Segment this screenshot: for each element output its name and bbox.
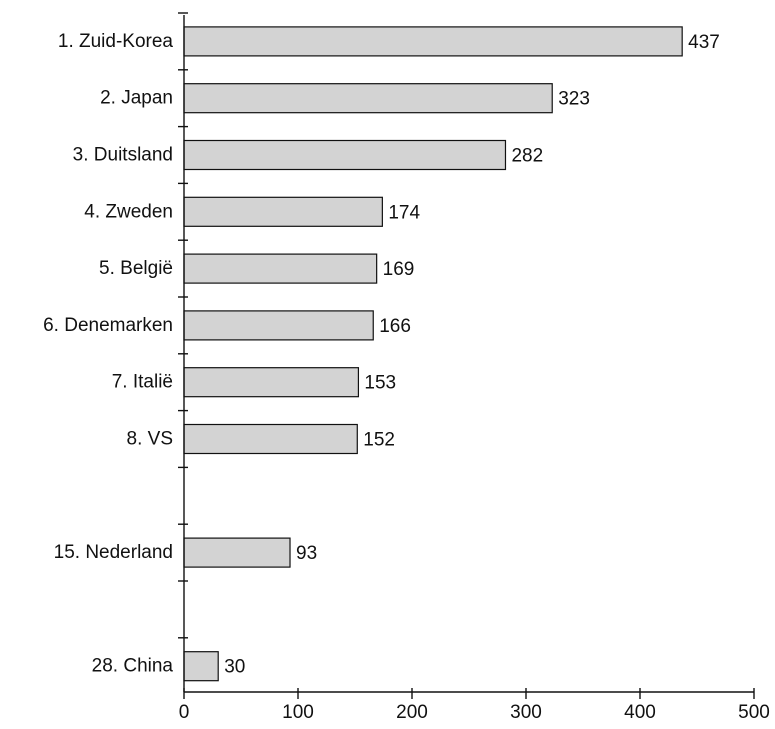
value-label: 323: [558, 89, 590, 110]
x-tick-label: 200: [396, 702, 428, 723]
category-label: 2. Japan: [100, 88, 173, 109]
category-label: 1. Zuid-Korea: [58, 31, 174, 52]
x-tick-label: 300: [510, 702, 542, 723]
x-tick-label: 100: [282, 702, 314, 723]
bar: [183, 367, 360, 398]
x-tick-label: 0: [179, 702, 190, 723]
category-label: 8. VS: [127, 429, 173, 450]
bar: [183, 139, 507, 171]
x-tick-label: 400: [624, 702, 656, 723]
value-label: 174: [388, 202, 420, 223]
bar: [183, 651, 219, 682]
value-label: 169: [383, 259, 415, 280]
value-label: 152: [363, 430, 395, 451]
bar: [183, 253, 378, 284]
value-label: 153: [364, 373, 396, 394]
category-label: 6. Denemarken: [43, 315, 173, 336]
category-label: 5. België: [99, 258, 173, 279]
value-label: 282: [511, 146, 543, 167]
value-label: 166: [379, 316, 411, 337]
category-label: 28. China: [92, 656, 174, 677]
x-axis: 0 100 200 300 400 500: [179, 688, 770, 723]
category-label: 4. Zweden: [84, 201, 173, 222]
bars-group: 437 323 282 174 169 166 153 152 93 30: [183, 26, 720, 682]
bar: [183, 26, 683, 57]
bar: [183, 310, 374, 341]
category-label: 15. Nederland: [54, 542, 173, 563]
value-label: 437: [688, 32, 720, 53]
value-label: 93: [296, 543, 317, 564]
bar: [183, 423, 358, 455]
x-tick-label: 500: [738, 702, 770, 723]
bar: [183, 196, 383, 227]
category-label: 3. Duitsland: [73, 145, 173, 166]
value-label: 30: [224, 657, 245, 678]
bar: [183, 83, 553, 114]
y-axis: 1. Zuid-Korea 2. Japan 3. Duitsland 4. Zwed…: [43, 12, 188, 692]
category-label: 7. Italië: [112, 372, 173, 393]
bar: [183, 537, 291, 568]
